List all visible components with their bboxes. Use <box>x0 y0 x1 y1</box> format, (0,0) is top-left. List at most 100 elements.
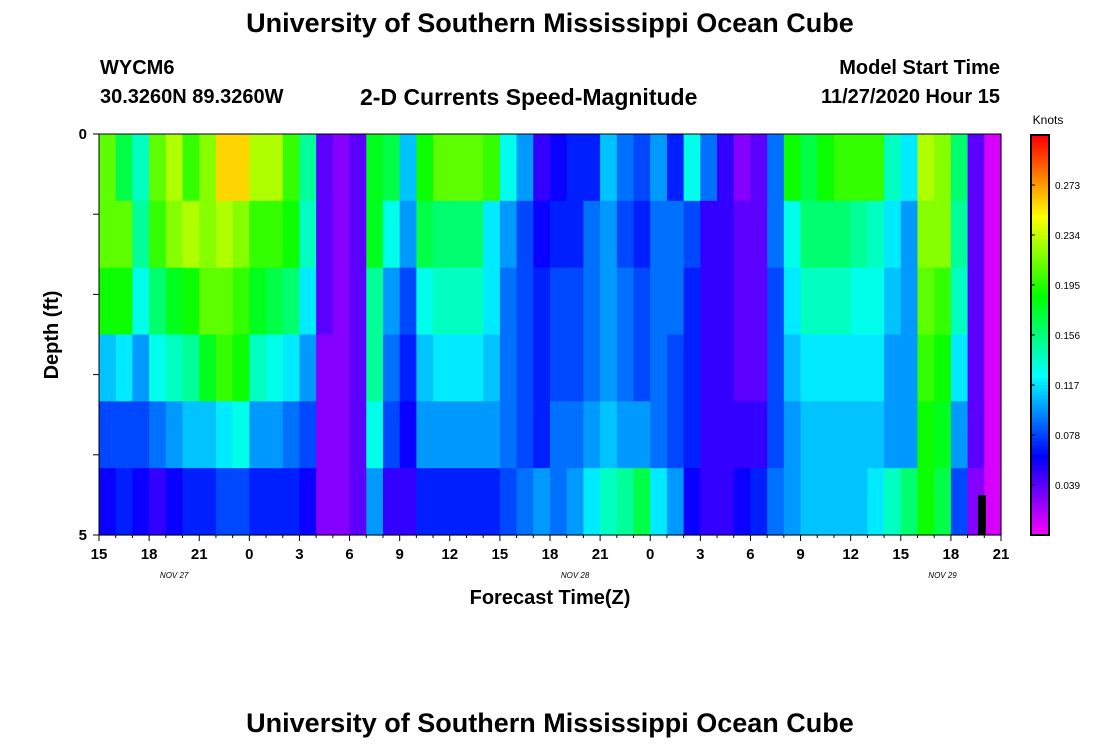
heatmap-cell <box>566 267 584 336</box>
x-tick-label: 12 <box>441 546 458 563</box>
heatmap-cell <box>366 401 384 469</box>
colorbar-tick-label: 0.234 <box>1055 231 1080 242</box>
heatmap-cell <box>132 267 150 336</box>
heatmap-cell <box>215 468 234 536</box>
heatmap-cell <box>583 267 601 336</box>
heatmap-cell <box>115 267 133 336</box>
colorbar-segment <box>1031 148 1049 153</box>
heatmap-cell <box>967 200 985 269</box>
colorbar-segment <box>1031 171 1049 176</box>
heatmap-cell <box>416 267 434 336</box>
colorbar-segment <box>1031 355 1049 359</box>
colorbar-segment <box>1031 531 1049 536</box>
heatmap-cell <box>850 401 868 469</box>
heatmap-cell <box>165 134 184 202</box>
heatmap-cell <box>984 134 1002 202</box>
colorbar-segment <box>1031 318 1049 323</box>
heatmap-cell <box>917 468 935 536</box>
y-axis: 05 <box>79 126 99 544</box>
heatmap-cell <box>299 334 317 402</box>
heatmap-cell <box>266 468 284 536</box>
colorbar-segment <box>1031 368 1049 373</box>
colorbar-segment <box>1031 221 1049 226</box>
colorbar-segment <box>1031 245 1049 249</box>
colorbar-segment <box>1031 238 1049 243</box>
heatmap-cell <box>984 468 1002 536</box>
heatmap-cell <box>199 468 217 536</box>
heatmap-cell <box>433 267 451 336</box>
colorbar-segment <box>1031 465 1049 469</box>
colorbar-segment <box>1031 341 1049 346</box>
colorbar-segment <box>1031 208 1049 213</box>
heatmap-cell <box>99 401 117 469</box>
heatmap-cell <box>750 267 768 336</box>
colorbar-segment <box>1031 321 1049 326</box>
heatmap-cell <box>483 401 501 469</box>
heatmap-cell <box>633 468 651 536</box>
colorbar-segment <box>1031 508 1049 513</box>
colorbar-segment <box>1031 478 1049 483</box>
colorbar-segment <box>1031 441 1049 446</box>
heatmap-cell <box>449 134 468 202</box>
heatmap-cell <box>99 334 117 402</box>
heatmap-cell <box>182 200 200 269</box>
heatmap-cell <box>850 200 868 269</box>
heatmap-cell <box>884 401 902 469</box>
heatmap-cell <box>666 134 685 202</box>
heatmap-cell <box>516 267 534 336</box>
heatmap-cell <box>817 334 835 402</box>
station-coordinates: 30.3260N 89.3260W <box>100 86 284 108</box>
colorbar-segment <box>1031 428 1049 433</box>
heatmap-cell <box>767 134 785 202</box>
colorbar-segment <box>1031 211 1049 216</box>
heatmap-cell <box>483 334 501 402</box>
heatmap-cell <box>232 200 250 269</box>
heatmap-cell <box>900 200 919 269</box>
heatmap-cell <box>466 134 484 202</box>
heatmap-cell <box>733 200 752 269</box>
heatmap-cell <box>767 468 785 536</box>
heatmap-cell <box>650 334 668 402</box>
heatmap-cell <box>550 334 568 402</box>
heatmap-cell <box>282 401 301 469</box>
heatmap-cell <box>750 401 768 469</box>
heatmap-cell <box>282 200 301 269</box>
heatmap-cell <box>616 267 635 336</box>
heatmap-cell <box>900 401 919 469</box>
heatmap-cell <box>550 267 568 336</box>
heatmap-cell <box>132 468 150 536</box>
plot-title: 2-D Currents Speed-Magnitude <box>360 84 698 110</box>
colorbar-tick-label: 0.195 <box>1055 281 1080 292</box>
heatmap-cell <box>516 468 534 536</box>
heatmap-cell <box>516 401 534 469</box>
heatmap-cell <box>382 468 401 536</box>
heatmap-cell <box>800 468 818 536</box>
heatmap-cell <box>616 334 635 402</box>
heatmap-cell <box>299 200 317 269</box>
y-tick-label: 0 <box>79 126 87 143</box>
heatmap-cell <box>884 334 902 402</box>
heatmap-cell <box>416 134 434 202</box>
colorbar-segment <box>1031 325 1049 329</box>
heatmap-cell <box>332 468 351 536</box>
heatmap-cell <box>366 267 384 336</box>
heatmap-cell <box>717 401 735 469</box>
colorbar-segment <box>1031 271 1049 276</box>
missing-data-marker <box>978 495 986 535</box>
heatmap-cell <box>215 200 234 269</box>
colorbar-segment <box>1031 151 1049 156</box>
heatmap-cell <box>316 134 334 202</box>
colorbar-segment <box>1031 205 1049 209</box>
heatmap-cell <box>717 134 735 202</box>
heatmap-cell <box>249 134 267 202</box>
heatmap-cell <box>533 267 551 336</box>
heatmap-cell <box>266 200 284 269</box>
heatmap-cell <box>382 267 401 336</box>
heatmap-cell <box>583 200 601 269</box>
colorbar-segment <box>1031 415 1049 419</box>
heatmap-cell <box>249 200 267 269</box>
heatmap-cell <box>215 134 234 202</box>
heatmap-cell <box>449 334 468 402</box>
colorbar-segment <box>1031 385 1049 389</box>
heatmap-cell <box>232 267 250 336</box>
